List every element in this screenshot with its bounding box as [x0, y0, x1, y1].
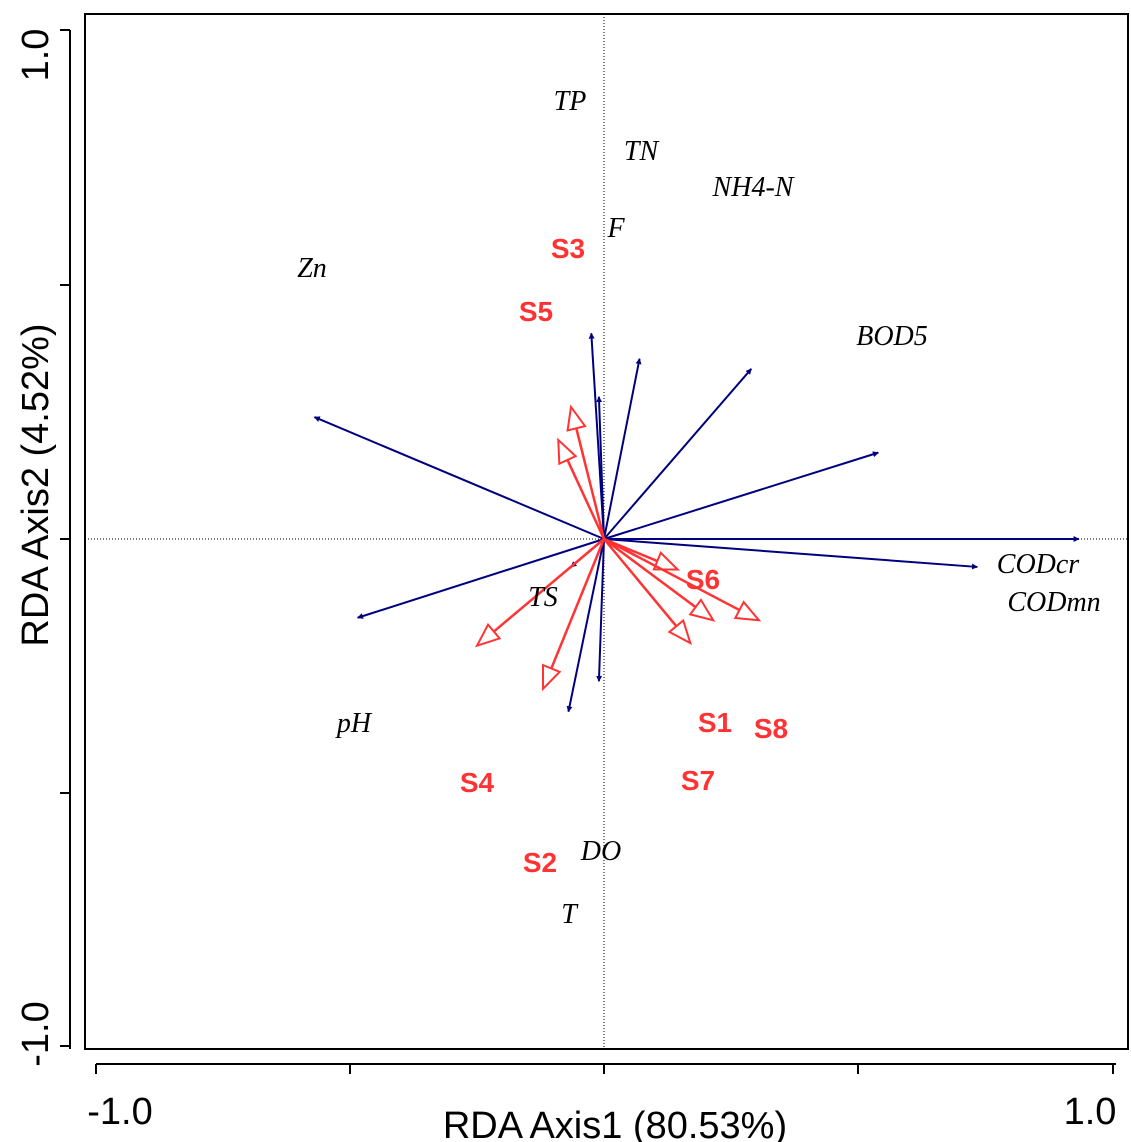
env-label-f: F: [606, 213, 625, 244]
env-label-ts: TS: [528, 582, 558, 613]
env-label-bod5: BOD5: [856, 321, 928, 352]
env-label-tp: TP: [554, 86, 587, 117]
sample-arrowhead-s2: [541, 663, 562, 692]
sample-label-s2: S2: [523, 847, 557, 878]
y-axis-title: RDA Axis2 (4.52%): [15, 323, 57, 646]
env-vector-nh4-n: [603, 368, 753, 540]
y-tick-label-min: -1.0: [15, 1001, 57, 1066]
sample-arrowhead-s6: [652, 550, 681, 571]
sample-vector-s7: [603, 538, 678, 628]
env-label-t: T: [561, 899, 579, 930]
env-vector-zn: [313, 416, 605, 540]
env-label-ph: pH: [335, 708, 373, 739]
x-tick-label-min: -1.0: [87, 1091, 152, 1133]
x-tick-label-max: 1.0: [1064, 1091, 1117, 1133]
environment-vectors: [313, 332, 1080, 713]
x-axis: -1.0 1.0 RDA Axis1 (80.53%): [87, 1063, 1117, 1142]
sample-label-s7: S7: [681, 765, 715, 796]
env-vector-do: [596, 538, 605, 682]
sample-vector-s5: [566, 459, 606, 540]
y-tick-label-max: 1.0: [15, 29, 57, 82]
zero-lines: [85, 14, 1128, 1049]
sample-vector-s3: [575, 427, 606, 540]
env-label-tn: TN: [624, 136, 660, 167]
sample-vector-s2: [550, 538, 606, 669]
env-label-zn: Zn: [297, 253, 327, 284]
sample-label-s8: S8: [754, 713, 788, 744]
env-vector-bod5: [603, 451, 879, 540]
x-axis-title: RDA Axis1 (80.53%): [443, 1105, 787, 1142]
env-label-nh4-n: NH4-N: [712, 172, 795, 203]
sample-vectors: [474, 404, 762, 692]
env-label-codmn: CODmn: [1007, 587, 1100, 618]
sample-arrowhead-s1: [688, 598, 716, 622]
env-vector-ph: [357, 538, 605, 619]
sample-arrowhead-s5: [557, 437, 578, 466]
sample-vector-s8: [603, 537, 741, 612]
sample-vector-s4: [493, 538, 605, 633]
sample-vector-s1: [603, 537, 697, 609]
sample-label-s4: S4: [460, 767, 495, 798]
vector-labels: TP TN NH4-N F Zn BOD5 CODcr CODmn TS pH DO T S3 S5 S6 S…: [297, 86, 1100, 930]
sample-arrowhead-s7: [667, 618, 693, 646]
y-axis: 1.0 -1.0 RDA Axis2 (4.52%): [15, 29, 71, 1067]
sample-label-s3: S3: [551, 233, 585, 264]
env-vector-f: [596, 396, 605, 540]
sample-arrowhead-s8: [733, 600, 762, 622]
env-label-codcr: CODcr: [997, 549, 1080, 580]
sample-label-s6: S6: [686, 564, 720, 595]
sample-label-s1: S1: [698, 707, 732, 738]
env-vector-t: [566, 538, 605, 713]
env-label-do: DO: [580, 836, 621, 867]
sample-label-s5: S5: [519, 296, 553, 327]
env-vector-codmn: [603, 538, 978, 570]
sample-arrowhead-s4: [474, 622, 502, 648]
env-vector-tn: [603, 358, 642, 540]
plot-frame: [84, 13, 1129, 1050]
sample-arrowhead-s3: [566, 404, 587, 432]
